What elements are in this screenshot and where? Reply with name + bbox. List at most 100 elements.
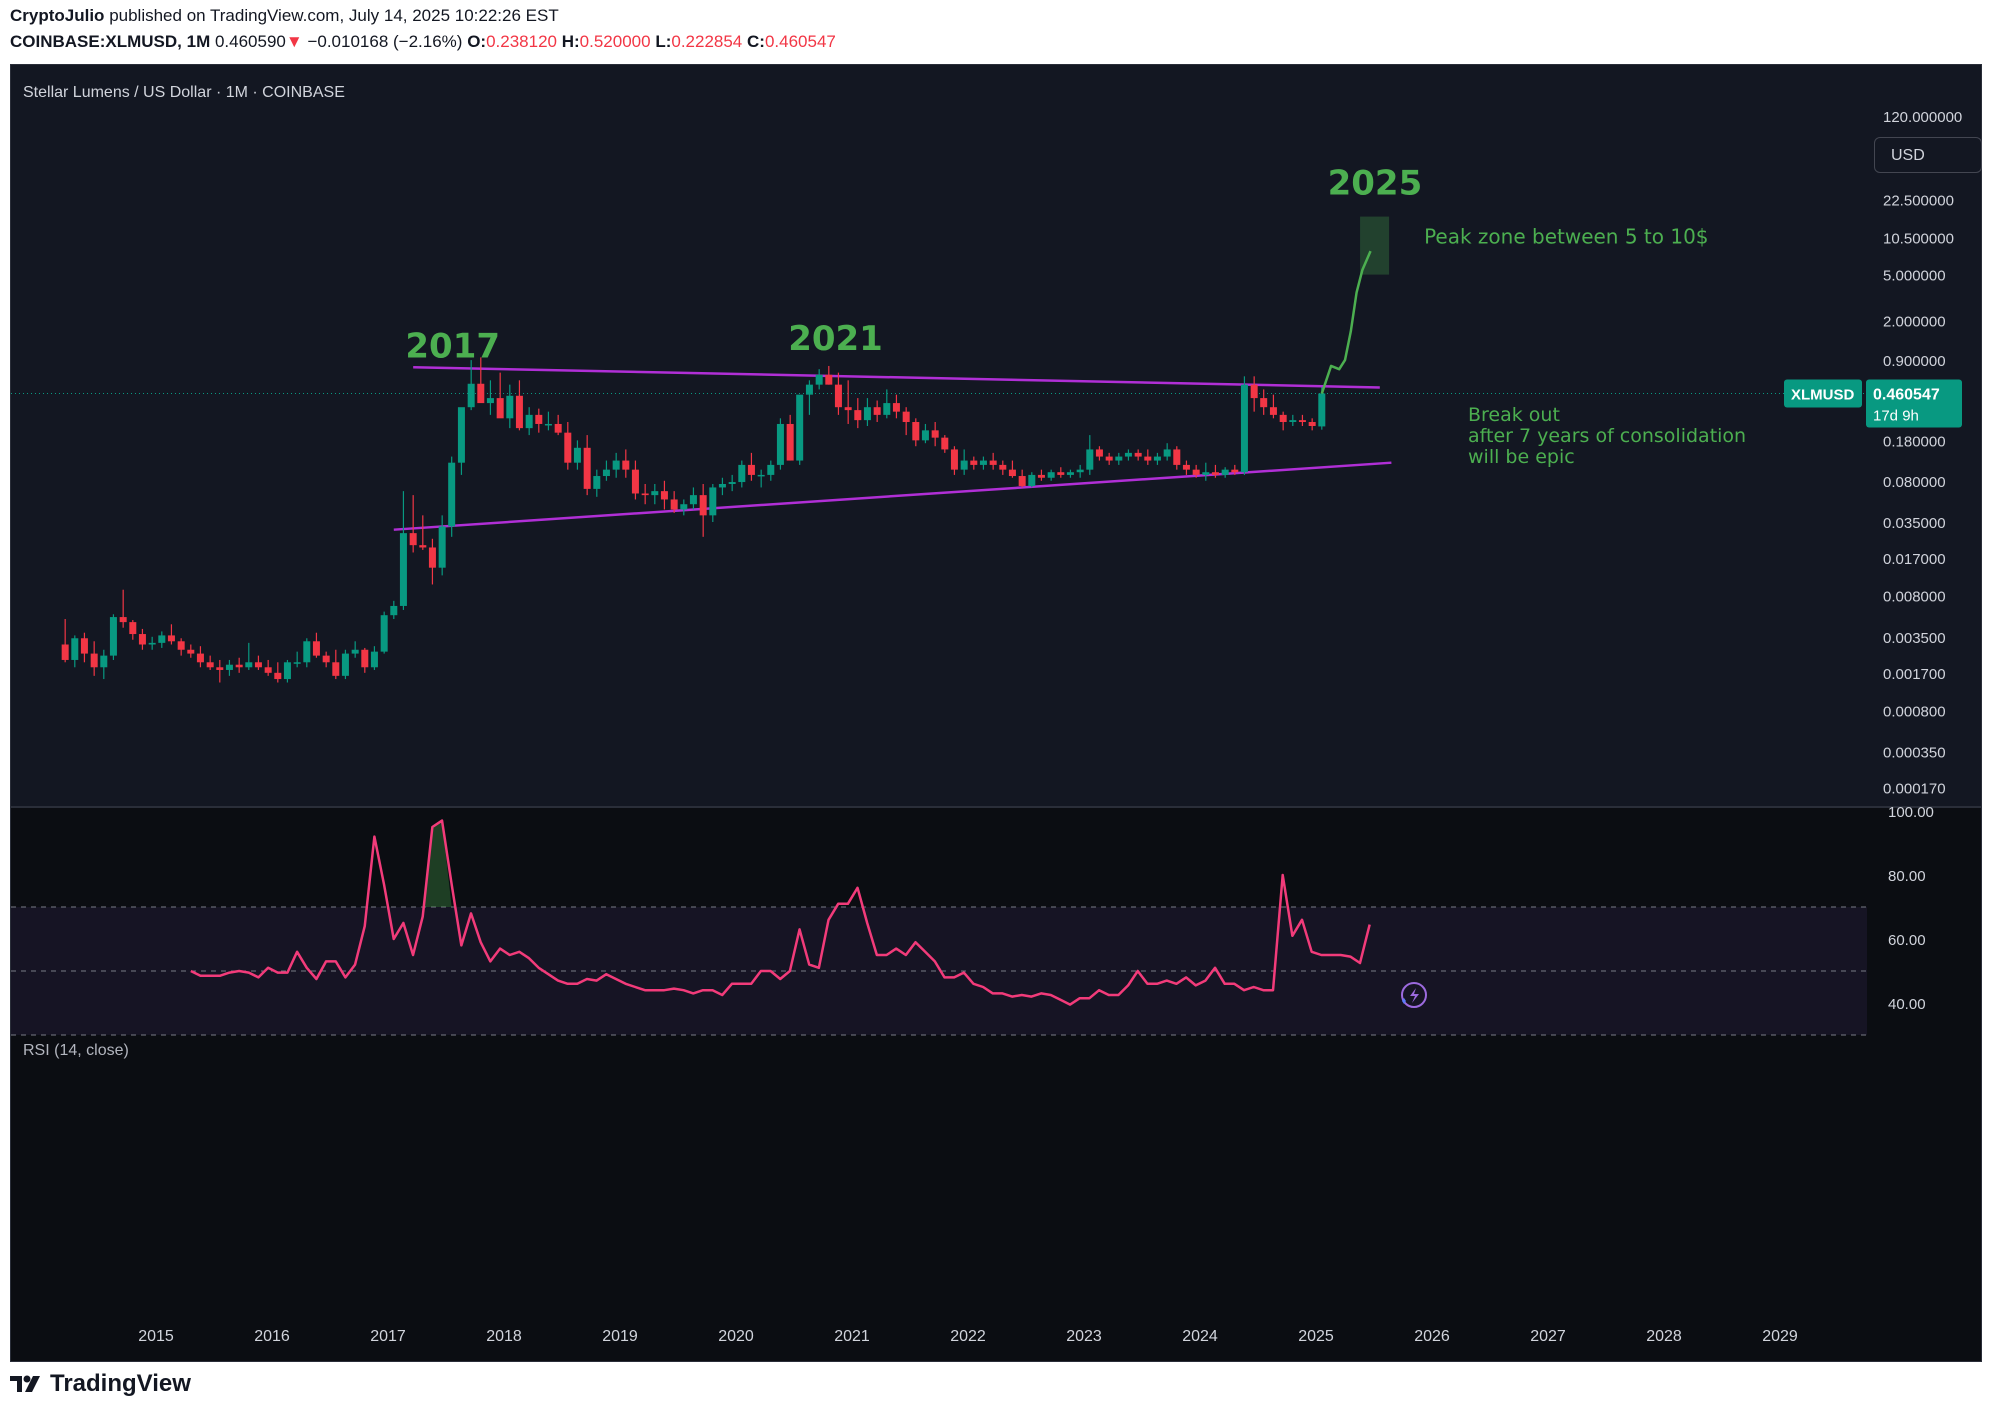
candle-body [71,638,79,660]
price-axis-tick: 0.017000 [1883,551,1946,568]
chart-canvas[interactable]: Peak zone between 5 to 10$ 2017 2021 2025 Br… [11,65,1981,1361]
candle-body [486,398,494,404]
candle [747,452,755,481]
candle-body [370,651,378,668]
candle [960,449,968,475]
symbol-tag: XLMUSD [1791,387,1855,404]
open-label: O: [467,32,487,51]
candle-body [1105,456,1113,461]
breakout-note: will be epic [1468,446,1575,468]
candle [525,407,533,436]
candle-body [196,653,204,663]
candle-body [109,617,117,656]
candle-body [1260,398,1268,408]
candle [1028,472,1036,488]
candle [399,491,407,610]
candle-body [438,526,446,568]
candle-body [80,638,88,654]
candle [245,642,253,670]
candle-body [390,605,398,616]
candle [303,638,311,668]
candle-body [631,469,639,494]
candle-body [254,662,262,668]
candle-body [573,447,581,463]
candle-body [1240,384,1248,473]
candle-body [1047,472,1055,478]
candle-body [709,487,717,516]
candle [293,651,301,668]
publish-line: CryptoJulio published on TradingView.com… [10,6,559,26]
candle [641,483,649,505]
candle-body [1144,456,1152,461]
rsi-axis-tick: 80.00 [1888,868,1926,885]
candle [419,515,427,550]
candle [757,469,765,488]
price-axis-tick: 120.000000 [1883,109,1962,126]
candle-body [1066,472,1074,475]
candle [1240,376,1248,475]
candle-body [651,491,659,496]
candle-body [970,460,978,465]
peak-zone-label: Peak zone between 5 to 10$ [1424,225,1708,249]
candle-body [1202,472,1210,475]
price-axis-tick: 5.000000 [1883,268,1946,285]
year-annotation: 2025 [1328,163,1423,203]
candle [1279,411,1287,431]
candle [1115,452,1123,465]
footer-brand[interactable]: TradingView [10,1370,191,1398]
candle-body [477,383,485,404]
candle [689,487,697,510]
time-axis-tick: 2024 [1182,1328,1218,1345]
open-value: 0.238120 [486,32,557,51]
candle-body [1134,452,1142,457]
lightning-icon[interactable] [1401,982,1427,1008]
candle [235,657,243,673]
candle-body [767,464,775,475]
price-axis-tick: 0.000350 [1883,745,1946,762]
price-axis-tick: 0.001700 [1883,666,1946,683]
candle [1163,443,1171,461]
time-axis-tick: 2022 [950,1328,986,1345]
time-axis-tick: 2027 [1530,1328,1566,1345]
candle [506,384,514,429]
candle-body [283,662,291,680]
candle [351,641,359,658]
candle [786,414,794,461]
candle [776,418,784,470]
candle-body [979,460,987,465]
year-annotation: 2017 [405,326,500,366]
candle [602,460,610,481]
candle-body [61,644,69,660]
candle [718,477,726,496]
candle-body [428,547,436,568]
countdown-tag: 17d 9h [1873,408,1919,425]
candle-body [844,407,852,411]
low-label: L: [655,32,672,51]
candle [1105,452,1113,465]
candle [979,456,987,470]
breakout-note: after 7 years of consolidation [1468,425,1746,447]
author-name[interactable]: CryptoJulio [10,6,105,25]
candle [1076,464,1084,478]
candle [341,649,349,680]
candle-body [1008,469,1016,477]
candle [90,641,98,676]
rsi-axis-tick: 60.00 [1888,932,1926,949]
price-change: −0.010168 (−2.16%) [307,32,463,51]
candle [1066,469,1074,478]
candle [1221,467,1229,478]
currency-button[interactable]: USD [1874,137,1982,173]
candle-body [660,491,668,500]
price-axis-tick: 0.003500 [1883,630,1946,647]
candle [1124,449,1132,461]
candle-body [496,398,504,419]
candle [1018,469,1026,488]
candle-body [1018,476,1026,487]
candle-body [1250,384,1258,399]
candle [1008,460,1016,478]
candle [970,456,978,470]
candle-body [689,495,697,505]
chart-panel[interactable]: Peak zone between 5 to 10$ 2017 2021 2025 Br… [10,64,1982,1362]
price-axis-tick: 10.500000 [1883,231,1954,248]
candle-body [448,462,456,527]
